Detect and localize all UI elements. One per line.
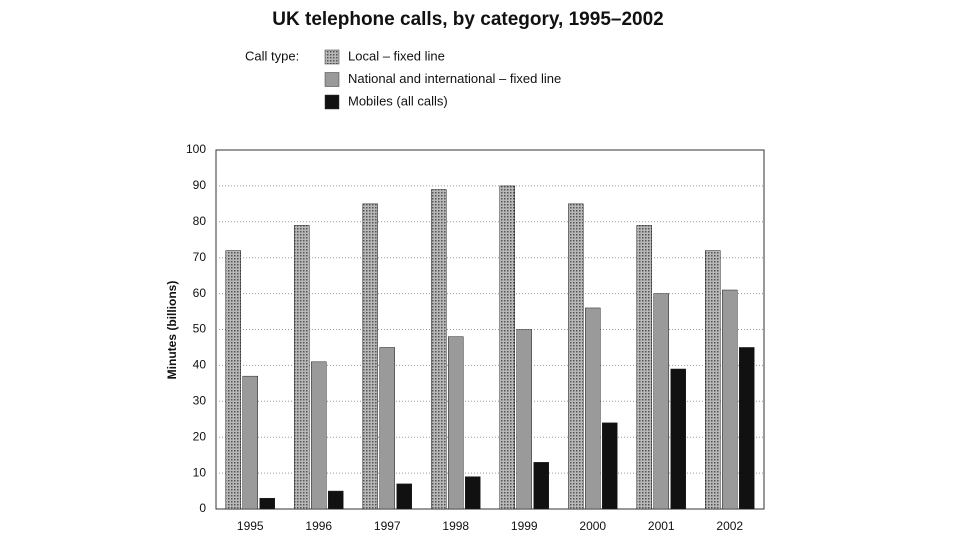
bar [533, 462, 549, 510]
bar [499, 185, 515, 510]
bar [396, 483, 412, 510]
legend-swatch [324, 94, 340, 110]
bar [362, 203, 378, 510]
bar [585, 307, 601, 510]
y-tick-label: 20 [193, 429, 207, 443]
y-tick-label: 50 [193, 322, 207, 336]
bar [294, 225, 310, 510]
y-tick-label: 40 [193, 358, 207, 372]
bar [311, 361, 327, 510]
chart-title: UK telephone calls, by category, 1995–20… [272, 9, 663, 30]
bar [225, 250, 241, 510]
x-tick-label: 1997 [374, 519, 401, 533]
bar [379, 347, 395, 510]
x-tick-label: 1998 [442, 519, 469, 533]
bar [465, 476, 481, 510]
x-tick-label: 2002 [716, 519, 743, 533]
legend-title: Call type: [245, 48, 299, 63]
bar [448, 336, 464, 510]
bar [705, 250, 721, 510]
bar [722, 289, 738, 510]
y-tick-label: 30 [193, 393, 207, 407]
x-tick-label: 1995 [237, 519, 264, 533]
legend-label: Local – fixed line [348, 48, 445, 63]
bar [328, 490, 344, 510]
bar [636, 225, 652, 510]
bar [739, 347, 755, 510]
x-tick-label: 1996 [305, 519, 332, 533]
bar [431, 189, 447, 510]
bar [568, 203, 584, 510]
y-axis-title: Minutes (billions) [165, 281, 179, 380]
bar [670, 368, 686, 510]
y-tick-label: 90 [193, 178, 207, 192]
bar [242, 375, 258, 510]
y-tick-label: 100 [186, 142, 206, 156]
legend-label: Mobiles (all calls) [348, 93, 448, 108]
x-tick-label: 2001 [648, 519, 675, 533]
legend-swatch [324, 72, 340, 87]
y-tick-label: 70 [193, 250, 207, 264]
y-tick-label: 60 [193, 286, 207, 300]
bar [602, 422, 618, 510]
legend-swatch [324, 49, 340, 65]
y-tick-label: 80 [193, 214, 207, 228]
x-tick-label: 1999 [511, 519, 538, 533]
y-tick-label: 10 [193, 465, 207, 479]
y-tick-label: 0 [199, 501, 206, 515]
x-tick-label: 2000 [579, 519, 606, 533]
bar [259, 497, 275, 510]
bar [653, 293, 669, 510]
bar [516, 329, 532, 510]
legend-label: National and international – fixed line [348, 71, 561, 86]
